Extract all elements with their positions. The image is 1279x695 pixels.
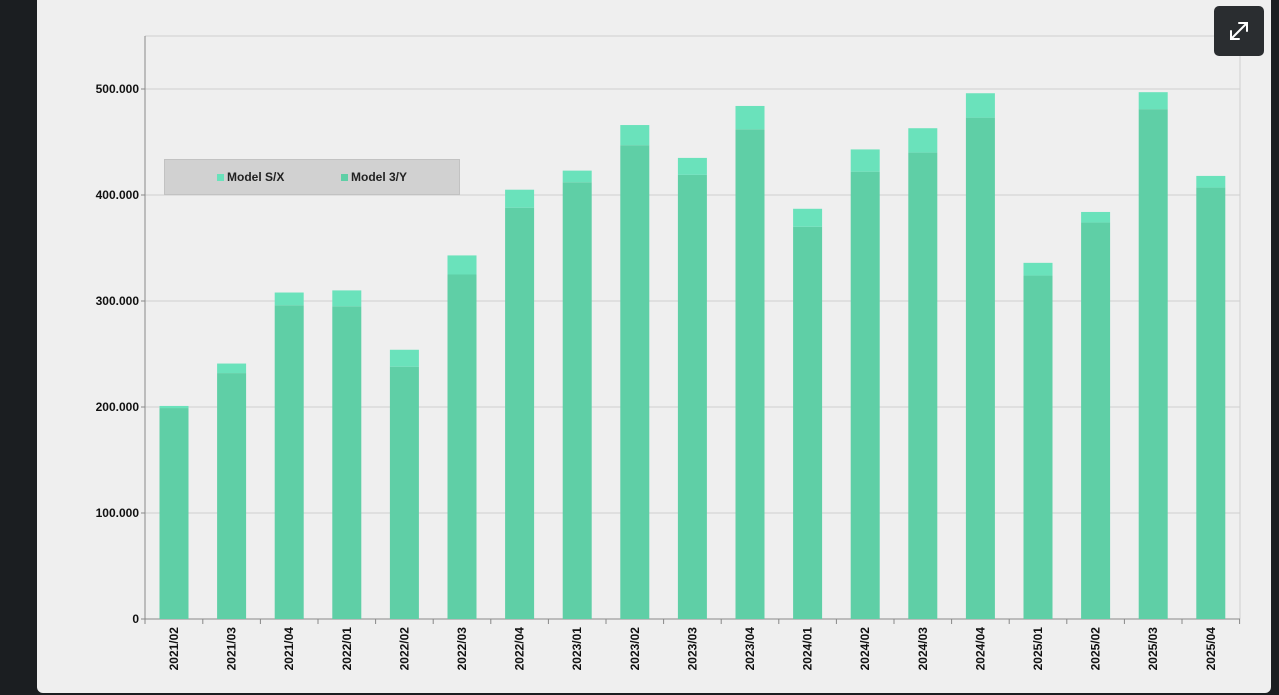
legend-label-model-sx: Model S/X: [227, 170, 285, 184]
bar-model-sx: [677, 157, 707, 175]
bar-model-3y: [505, 207, 535, 619]
legend-label-model-3y: Model 3/Y: [351, 170, 408, 184]
bar-model-sx: [793, 208, 823, 227]
x-tick-label: 2023/02: [628, 627, 642, 671]
bar-model-sx: [620, 125, 650, 146]
legend-entry-model-sx: Model S/X: [217, 160, 284, 194]
bar-model-3y: [1196, 187, 1226, 619]
legend-swatch-model-sx: [217, 173, 224, 181]
x-tick-label: 2025/01: [1031, 627, 1045, 671]
bars: [159, 92, 1226, 620]
bar-model-sx: [908, 128, 938, 153]
x-tick-label: 2024/02: [858, 627, 872, 671]
bar-model-3y: [217, 373, 247, 619]
bar-model-sx: [1023, 262, 1053, 276]
x-tick-label: 2021/03: [225, 627, 239, 671]
x-tick-label: 2023/03: [685, 627, 699, 671]
bar-model-sx: [159, 405, 189, 409]
y-tick-label: 300.000: [96, 294, 140, 308]
y-tick-label: 400.000: [96, 188, 140, 202]
bar-model-sx: [965, 93, 995, 118]
bar-model-sx: [850, 149, 880, 172]
bar-model-3y: [1138, 109, 1168, 619]
x-tick-label: 2023/04: [743, 627, 757, 671]
x-tick-label: 2025/04: [1204, 627, 1218, 671]
legend-entry-model-3y: Model 3/Y: [341, 160, 407, 194]
bar-model-3y: [908, 152, 938, 619]
y-tick-label: 0: [132, 612, 139, 626]
x-tick-label: 2024/01: [801, 627, 815, 671]
x-tick-label: 2023/01: [570, 627, 584, 671]
x-tick-label: 2022/04: [513, 627, 527, 671]
bar-model-3y: [620, 145, 650, 619]
bar-model-sx: [274, 292, 304, 306]
bar-model-sx: [1138, 92, 1168, 110]
bar-model-3y: [159, 408, 189, 619]
bar-model-sx: [447, 255, 477, 275]
bar-model-sx: [389, 349, 419, 367]
bar-model-sx: [1196, 175, 1226, 188]
x-tick-label: 2025/02: [1089, 627, 1103, 671]
bar-model-sx: [217, 363, 247, 374]
expand-button[interactable]: [1214, 6, 1264, 56]
bar-model-3y: [1023, 275, 1053, 619]
bar-model-3y: [274, 305, 304, 619]
bar-model-3y: [1081, 222, 1111, 619]
bar-model-sx: [1081, 211, 1111, 223]
bar-model-3y: [677, 174, 707, 620]
x-tick-label: 2025/03: [1146, 627, 1160, 671]
x-tick-label: 2022/03: [455, 627, 469, 671]
x-tick-label: 2022/02: [397, 627, 411, 671]
y-tick-label: 100.000: [96, 506, 140, 520]
tick-labels: 0 100.000 200.000 300.000 400.000 500.000 2021…: [96, 82, 1218, 670]
bar-model-3y: [735, 129, 765, 619]
chart-legend: Model S/X Model 3/Y: [164, 159, 460, 195]
bar-model-3y: [965, 117, 995, 620]
bar-model-3y: [332, 306, 362, 619]
bar-model-3y: [389, 366, 419, 619]
x-tick-label: 2021/02: [167, 627, 181, 671]
bar-model-3y: [850, 171, 880, 619]
bar-model-3y: [447, 274, 477, 619]
x-tick-label: 2022/01: [340, 627, 354, 671]
bar-model-sx: [735, 105, 765, 130]
x-tick-label: 2024/04: [973, 627, 987, 671]
bar-model-3y: [793, 226, 823, 620]
y-tick-label: 500.000: [96, 82, 140, 96]
legend-swatch-model-3y: [341, 173, 348, 181]
bar-model-sx: [332, 290, 362, 307]
bar-model-sx: [562, 170, 592, 183]
bar-model-sx: [505, 189, 535, 208]
bar-model-3y: [562, 182, 592, 619]
x-tick-label: 2021/04: [282, 627, 296, 671]
expand-arrows-icon: [1230, 22, 1248, 40]
x-tick-label: 2024/03: [916, 627, 930, 671]
y-tick-label: 200.000: [96, 400, 140, 414]
